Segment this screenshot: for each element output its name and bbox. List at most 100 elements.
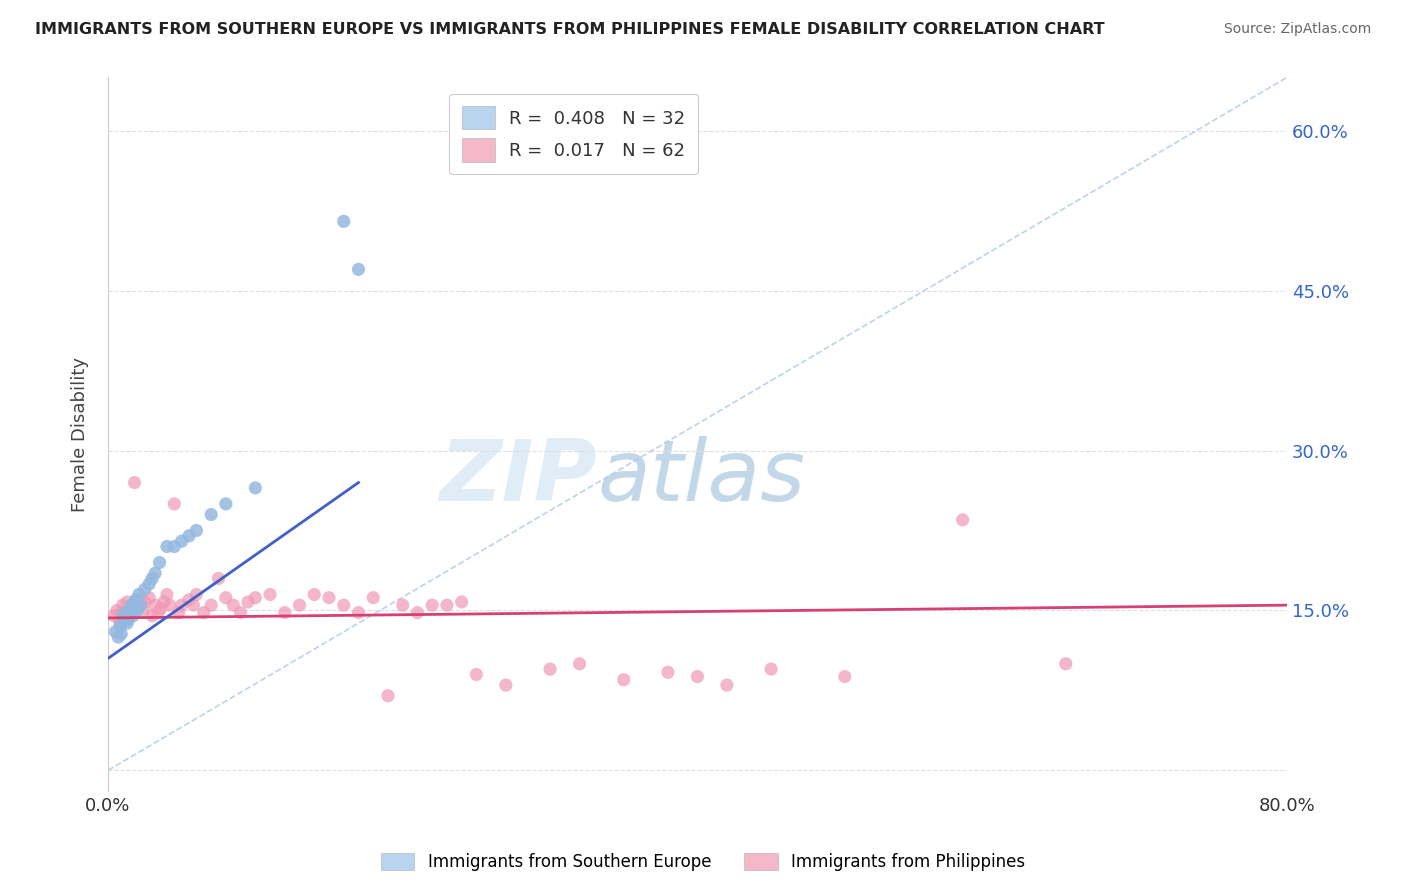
Point <box>114 608 136 623</box>
Point <box>153 595 176 609</box>
Point <box>288 598 311 612</box>
Point <box>170 598 193 612</box>
Point <box>245 481 267 495</box>
Point <box>361 591 384 605</box>
Point <box>104 624 127 639</box>
Point <box>121 606 143 620</box>
Point <box>112 614 135 628</box>
Point <box>332 214 354 228</box>
Point <box>1054 657 1077 671</box>
Point <box>183 598 205 612</box>
Point <box>110 627 132 641</box>
Point <box>108 614 131 628</box>
Point <box>111 598 134 612</box>
Point <box>159 598 181 612</box>
Text: IMMIGRANTS FROM SOUTHERN EUROPE VS IMMIGRANTS FROM PHILIPPINES FEMALE DISABILITY: IMMIGRANTS FROM SOUTHERN EUROPE VS IMMIG… <box>35 22 1105 37</box>
Point <box>229 606 252 620</box>
Point <box>177 529 200 543</box>
Legend: R =  0.408   N = 32, R =  0.017   N = 62: R = 0.408 N = 32, R = 0.017 N = 62 <box>450 94 697 174</box>
Text: ZIP: ZIP <box>440 436 598 519</box>
Point <box>347 606 370 620</box>
Point <box>127 603 149 617</box>
Point <box>274 606 297 620</box>
Point <box>538 662 561 676</box>
Point <box>132 603 155 617</box>
Text: Source: ZipAtlas.com: Source: ZipAtlas.com <box>1223 22 1371 37</box>
Point <box>420 598 443 612</box>
Point <box>138 591 160 605</box>
Point <box>134 582 156 596</box>
Point <box>686 669 709 683</box>
Point <box>110 606 132 620</box>
Point <box>207 572 229 586</box>
Point <box>128 587 150 601</box>
Point <box>134 595 156 609</box>
Point <box>716 678 738 692</box>
Point <box>332 598 354 612</box>
Point <box>107 630 129 644</box>
Point <box>186 524 208 538</box>
Point <box>193 606 215 620</box>
Point <box>236 595 259 609</box>
Point <box>657 665 679 680</box>
Point <box>115 616 138 631</box>
Point <box>124 475 146 490</box>
Point <box>146 606 169 620</box>
Point <box>125 592 148 607</box>
Point <box>568 657 591 671</box>
Point <box>304 587 326 601</box>
Point <box>177 592 200 607</box>
Point <box>156 587 179 601</box>
Point <box>186 587 208 601</box>
Point <box>495 678 517 692</box>
Point <box>391 598 413 612</box>
Point <box>122 608 145 623</box>
Point <box>318 591 340 605</box>
Legend: Immigrants from Southern Europe, Immigrants from Philippines: Immigrants from Southern Europe, Immigra… <box>373 845 1033 880</box>
Point <box>347 262 370 277</box>
Point <box>141 608 163 623</box>
Point <box>124 595 146 609</box>
Y-axis label: Female Disability: Female Disability <box>72 357 89 512</box>
Point <box>200 508 222 522</box>
Point <box>163 540 186 554</box>
Point <box>167 606 190 620</box>
Point <box>163 497 186 511</box>
Point <box>222 598 245 612</box>
Point <box>120 603 142 617</box>
Point <box>138 577 160 591</box>
Point <box>613 673 636 687</box>
Point <box>215 591 238 605</box>
Point <box>450 595 472 609</box>
Point <box>108 619 131 633</box>
Point <box>111 608 134 623</box>
Point <box>834 669 856 683</box>
Point <box>200 598 222 612</box>
Point <box>377 689 399 703</box>
Text: atlas: atlas <box>598 436 806 519</box>
Point <box>215 497 238 511</box>
Point <box>465 667 488 681</box>
Point <box>148 556 170 570</box>
Point <box>129 598 152 612</box>
Point <box>114 606 136 620</box>
Point <box>120 601 142 615</box>
Point <box>121 598 143 612</box>
Point <box>156 540 179 554</box>
Point <box>150 601 173 615</box>
Point <box>129 598 152 612</box>
Point <box>436 598 458 612</box>
Point <box>259 587 281 601</box>
Point <box>141 572 163 586</box>
Point <box>115 595 138 609</box>
Point <box>245 591 267 605</box>
Point <box>143 598 166 612</box>
Point <box>952 513 974 527</box>
Point <box>117 612 139 626</box>
Point <box>105 603 128 617</box>
Point <box>103 608 125 623</box>
Point <box>127 592 149 607</box>
Point <box>143 566 166 581</box>
Point <box>759 662 782 676</box>
Point <box>170 534 193 549</box>
